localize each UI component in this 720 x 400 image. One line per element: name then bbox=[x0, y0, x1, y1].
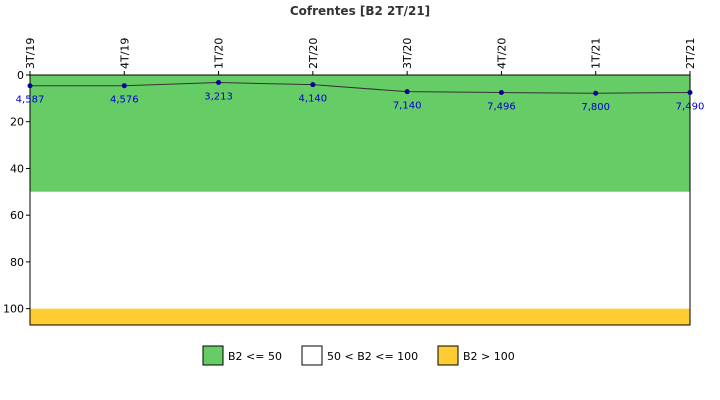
x-axis: 3T/19 4T/19 1T/20 2T/20 3T/20 4T/20 1T/21 2T/21 bbox=[24, 38, 697, 75]
y-tick-label: 20 bbox=[10, 116, 24, 129]
chart-title: Cofrentes [B2 2T/21] bbox=[290, 4, 430, 18]
y-tick-label: 0 bbox=[17, 69, 24, 82]
legend-swatch-0 bbox=[202, 345, 224, 366]
series-path bbox=[29, 82, 691, 94]
legend-label-0: B2 <= 50 bbox=[228, 350, 282, 363]
x-tick-label: 3T/20 bbox=[401, 38, 414, 69]
data-point bbox=[121, 83, 127, 89]
x-tick-label: 2T/20 bbox=[307, 38, 320, 69]
legend-label-2: B2 > 100 bbox=[463, 350, 515, 363]
data-label: 7,140 bbox=[393, 101, 422, 112]
legend-swatch-2 bbox=[437, 345, 459, 366]
data-label: 4,576 bbox=[110, 95, 139, 106]
data-label: 4,587 bbox=[16, 95, 45, 106]
data-point bbox=[498, 90, 504, 96]
series-line: 4,587 4,576 3,213 4,140 7,140 7,496 7,800 7,490 bbox=[16, 80, 705, 113]
x-tick-label: 4T/20 bbox=[495, 38, 508, 69]
data-point bbox=[27, 83, 33, 89]
data-label: 7,496 bbox=[487, 102, 516, 113]
data-label: 4,140 bbox=[299, 94, 328, 105]
y-tick-label: 80 bbox=[10, 256, 24, 269]
band-1 bbox=[30, 191, 690, 309]
plot-frame bbox=[29, 74, 691, 326]
data-point bbox=[310, 82, 316, 88]
y-tick-label: 40 bbox=[10, 162, 24, 175]
y-tick-label: 60 bbox=[10, 209, 24, 222]
data-label: 7,490 bbox=[676, 102, 705, 113]
legend: B2 <= 50 50 < B2 <= 100 B2 > 100 bbox=[202, 345, 515, 366]
band-0 bbox=[30, 75, 690, 192]
data-point bbox=[593, 90, 599, 96]
data-label: 3,213 bbox=[204, 92, 233, 103]
data-point bbox=[404, 89, 410, 95]
band-2 bbox=[30, 308, 690, 325]
x-tick-label: 1T/21 bbox=[590, 38, 603, 69]
x-tick-label: 2T/21 bbox=[684, 38, 697, 69]
data-point bbox=[687, 90, 693, 95]
legend-swatch-1 bbox=[301, 345, 323, 366]
data-point bbox=[216, 80, 222, 86]
threshold-bands bbox=[29, 74, 691, 326]
legend-label-1: 50 < B2 <= 100 bbox=[327, 350, 418, 363]
x-tick-label: 4T/19 bbox=[118, 38, 131, 69]
y-tick-label: 100 bbox=[3, 303, 24, 316]
x-tick-label: 3T/19 bbox=[24, 38, 37, 69]
x-tick-label: 1T/20 bbox=[213, 38, 226, 69]
data-label: 7,800 bbox=[581, 102, 610, 113]
y-axis: 0 20 40 60 80 100 bbox=[3, 69, 30, 316]
